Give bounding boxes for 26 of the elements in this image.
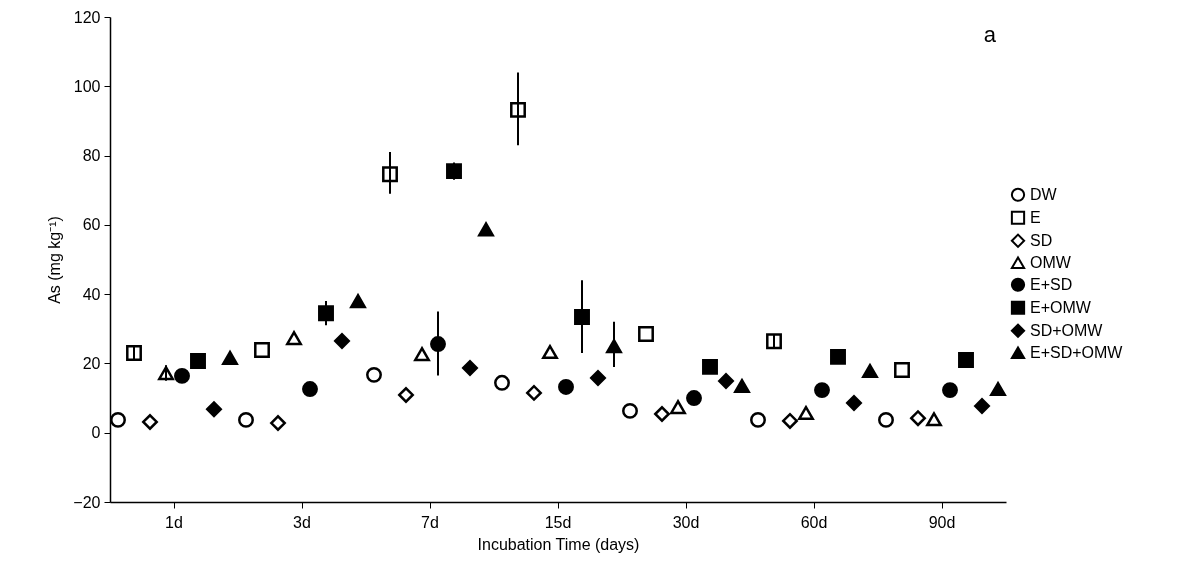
x-tick-label: 90d: [928, 513, 956, 531]
y-axis-title: As (mg kg⁻¹): [46, 216, 64, 304]
x-tick-label: 60d: [800, 513, 828, 531]
legend-label: E+SD+OMW: [1030, 343, 1124, 361]
legend-label: DW: [1030, 185, 1058, 203]
x-tick-label: 30d: [672, 513, 700, 531]
legend-label: E+SD: [1030, 275, 1073, 293]
x-tick-label: 3d: [293, 513, 311, 531]
x-tick-label: 1d: [165, 513, 183, 531]
y-tick-label: 20: [82, 354, 101, 372]
x-tick-label: 15d: [544, 513, 572, 531]
legend-label: OMW: [1030, 253, 1072, 271]
legend-label: SD+OMW: [1030, 321, 1104, 339]
y-tick-label: −20: [73, 493, 101, 511]
legend-label: E: [1030, 208, 1041, 226]
y-tick-label: 0: [91, 424, 101, 442]
annotation: a: [983, 22, 997, 47]
legend-label: E+OMW: [1030, 298, 1092, 316]
y-tick-label: 120: [73, 8, 101, 26]
x-axis-title: Incubation Time (days): [477, 535, 640, 553]
legend-label: SD: [1030, 231, 1053, 249]
y-tick-label: 80: [82, 147, 101, 165]
x-tick-label: 7d: [421, 513, 439, 531]
y-tick-label: 60: [82, 216, 101, 234]
y-tick-label: 40: [82, 285, 101, 303]
y-tick-label: 100: [73, 77, 101, 95]
